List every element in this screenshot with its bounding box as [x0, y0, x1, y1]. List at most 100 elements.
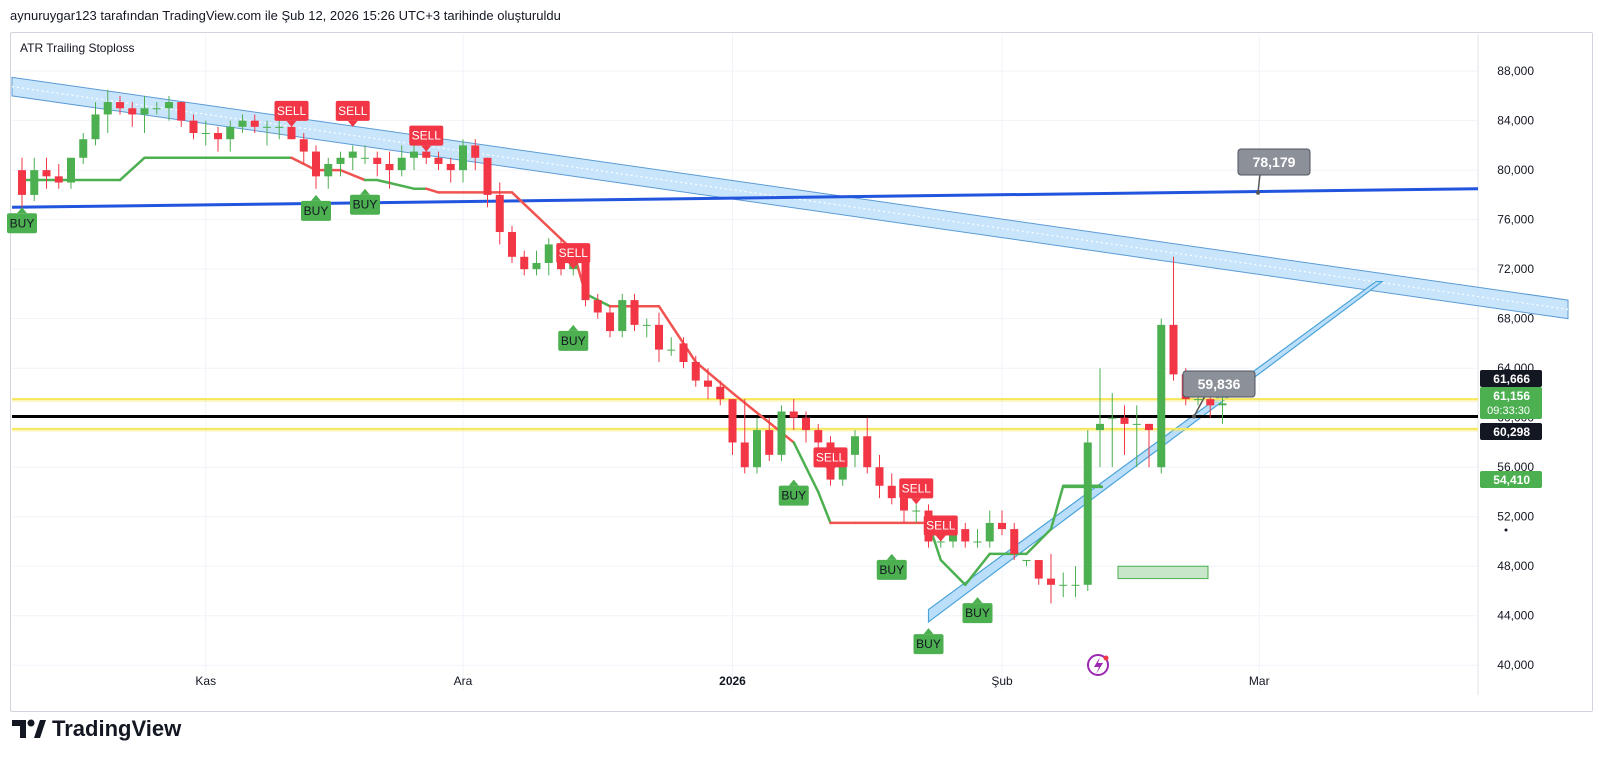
candle-body	[887, 485, 896, 499]
chart-frame	[10, 32, 1593, 712]
y-tick-label: 48,000	[1497, 559, 1534, 573]
price-label-text: 60,298	[1493, 425, 1530, 439]
candle-body	[1194, 399, 1202, 401]
candle-body	[667, 349, 676, 351]
tradingview-logo[interactable]: TradingView	[12, 714, 181, 744]
signal-label: BUY	[304, 204, 329, 218]
price-axis-label: 61,156 09:33:30	[1480, 387, 1542, 419]
candle-body	[79, 139, 88, 158]
price-label-text: 61,666	[1493, 372, 1530, 386]
signal-pointer	[360, 188, 370, 195]
signal-label: SELL	[902, 481, 932, 495]
candle-body	[618, 300, 627, 332]
atr-stop-segment	[510, 191, 575, 252]
y-tick-label: 52,000	[1497, 510, 1534, 524]
candle-body	[1071, 584, 1080, 586]
candle-body	[973, 541, 982, 543]
candle-body	[91, 114, 100, 140]
candle-body	[814, 430, 823, 443]
candle-body	[1145, 423, 1153, 431]
candle-body	[863, 436, 872, 468]
axis-dot	[1504, 528, 1508, 532]
signal-pointer	[825, 467, 836, 474]
candle-body	[961, 529, 970, 542]
price-label-bg	[1480, 423, 1542, 440]
candle-body	[263, 126, 271, 128]
candle-body	[177, 102, 186, 121]
candle-body	[1096, 423, 1104, 431]
y-tick-label: 44,000	[1497, 609, 1534, 623]
signal-pointer	[286, 120, 297, 127]
signal-pointer	[347, 120, 358, 127]
candle-body	[508, 232, 516, 257]
signal-pointer	[311, 194, 321, 201]
atr-stop-segment	[1025, 527, 1053, 556]
candle-body	[385, 163, 394, 171]
candle-body	[1083, 442, 1092, 585]
callout-59836: 59,836	[1182, 370, 1256, 419]
atr-stop-segment	[817, 490, 832, 525]
candle-body	[483, 157, 492, 195]
candle-body	[1157, 324, 1166, 468]
candle-body	[851, 436, 859, 455]
y-tick-label: 80,000	[1497, 163, 1534, 177]
candle-body	[593, 300, 602, 313]
indicator-name[interactable]: ATR Trailing Stoploss	[20, 41, 135, 55]
candle-body	[1120, 417, 1129, 424]
candle-body	[936, 541, 945, 543]
signal-pointer	[972, 597, 983, 604]
buy-signal: BUY	[301, 194, 331, 221]
signal-badge	[923, 515, 958, 536]
buy-signal: BUY	[913, 628, 944, 655]
flash-icon[interactable]	[1087, 654, 1109, 676]
candle-body	[912, 510, 921, 512]
candle-body	[520, 256, 529, 270]
candle-body	[875, 467, 884, 486]
sell-signal: SELL	[274, 100, 309, 127]
callout-leader	[1257, 173, 1261, 193]
candle-body	[140, 108, 149, 115]
price-label-bg	[1480, 387, 1542, 419]
signal-label: BUY	[879, 563, 904, 577]
candle-body	[434, 157, 443, 164]
resistance-blue	[11, 187, 1479, 209]
candle-body	[642, 324, 651, 326]
atr-stop-segment	[376, 178, 416, 190]
signal-label: SELL	[926, 518, 956, 532]
candle-body	[422, 151, 431, 158]
callout-78179: 78,179	[1237, 148, 1311, 195]
x-tick-label: Ara	[454, 674, 473, 688]
flash-icon-ring	[1087, 654, 1109, 676]
atr-stop-segment	[657, 305, 697, 364]
candle-body	[802, 417, 810, 431]
callout-anchor	[1256, 190, 1260, 195]
candle-body	[250, 120, 259, 127]
price-label-bg	[1480, 370, 1542, 387]
candle-body	[336, 157, 345, 164]
signal-label: BUY	[916, 637, 941, 651]
signal-badge	[301, 200, 331, 221]
callout-box	[1182, 370, 1256, 398]
signal-label: SELL	[816, 450, 846, 464]
signal-badge	[7, 213, 37, 234]
candle-body	[1047, 578, 1055, 585]
x-tick-label: Mar	[1249, 674, 1270, 688]
callout-text: 78,179	[1253, 154, 1296, 170]
signal-pointer	[568, 263, 579, 270]
signal-badge	[350, 194, 380, 215]
price-label-text: 61,156	[1493, 389, 1530, 403]
y-tick-label: 68,000	[1497, 312, 1534, 326]
candle-body	[1169, 324, 1178, 375]
atr-stop-segment	[425, 187, 440, 194]
chart-caption: aynuruygar123 tarafından TradingView.com…	[10, 8, 561, 23]
signal-pointer	[911, 498, 922, 505]
callout-leader	[1193, 395, 1206, 417]
signal-badge	[558, 330, 589, 351]
candle-body	[581, 262, 590, 301]
candle-body	[789, 411, 798, 418]
signal-badge	[556, 243, 591, 264]
signal-label: BUY	[561, 334, 586, 348]
candle-body	[679, 343, 688, 362]
signal-pointer	[421, 145, 432, 152]
